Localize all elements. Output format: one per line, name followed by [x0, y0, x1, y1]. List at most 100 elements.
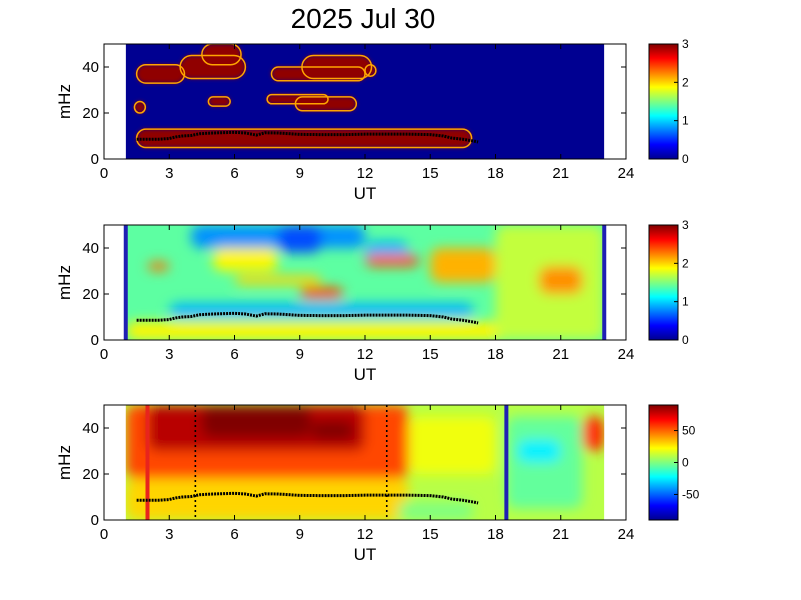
x-axis-label: UT: [354, 365, 377, 384]
y-tick-label: 20: [82, 286, 99, 303]
heatmap-region-edge: [135, 63, 186, 84]
y-tick-label: 0: [91, 151, 99, 168]
colorbar-tick-label: 2: [682, 256, 689, 270]
heatmap-region-edge: [207, 96, 231, 107]
y-tick-label: 40: [82, 240, 99, 257]
x-axis-label: UT: [354, 545, 377, 564]
colorbar-tick-label: 3: [682, 37, 689, 51]
y-tick-label: 20: [82, 105, 99, 122]
heatmap-region-edge: [201, 44, 242, 66]
heatmap-region: [408, 416, 496, 474]
frequency-trace: [136, 491, 479, 505]
colorbar-tick-label: 2: [682, 75, 689, 89]
heatmap-region: [212, 248, 278, 271]
heatmap-region: [299, 287, 344, 299]
heatmap-region-edge: [179, 54, 247, 80]
heatmap-region: [517, 439, 561, 463]
panel-3: 0 3 6 9 12 15 18 21 24 0 20 40 UT mHz 50 0 -50: [55, 404, 700, 564]
colorbar-tick-label: 0: [682, 333, 689, 347]
heatmap-region: [125, 321, 605, 340]
x-tick-label: 24: [618, 165, 635, 182]
y-tick-label: 40: [82, 59, 99, 76]
colorbar-scale: [648, 404, 679, 521]
heatmap-region-edge: [301, 54, 373, 80]
x-tick-label: 12: [357, 346, 374, 363]
heatmap-region: [180, 55, 246, 79]
x-tick-label: 21: [552, 526, 569, 543]
x-tick-label: 12: [357, 165, 374, 182]
spectrogram: [125, 225, 605, 340]
y-tick-label: 20: [82, 466, 99, 483]
x-tick-label: 15: [422, 526, 439, 543]
heatmap-region: [136, 64, 185, 84]
x-tick-label: 6: [230, 526, 238, 543]
x-tick-label: 12: [357, 526, 374, 543]
x-tick-label: 3: [165, 526, 173, 543]
x-tick-label: 21: [552, 165, 569, 182]
spectrogram: [125, 44, 605, 159]
frequency-trace: [136, 311, 479, 325]
x-tick-label: 18: [487, 165, 504, 182]
chart-title: 2025 Jul 30: [291, 3, 436, 34]
x-tick-label: 9: [296, 165, 304, 182]
heatmap-region: [234, 275, 322, 285]
y-tick-label: 0: [91, 332, 99, 349]
x-tick-label: 15: [422, 165, 439, 182]
colorbar-tick-label: 3: [682, 218, 689, 232]
x-tick-label: 21: [552, 346, 569, 363]
y-axis-label: mHz: [55, 445, 74, 480]
colorbar-scale: [648, 224, 679, 341]
heatmap-region-edge: [133, 100, 147, 114]
colorbar: 50 0 -50: [648, 404, 700, 521]
x-tick-label: 24: [618, 346, 635, 363]
heatmap-region-edge: [294, 96, 358, 112]
colorbar-tick-label: 1: [682, 295, 689, 309]
heatmap-region: [201, 405, 311, 438]
heatmap-region: [134, 101, 146, 113]
heatmap-region: [208, 96, 231, 107]
colorbar-tick-label: -50: [682, 487, 700, 501]
x-tick-label: 0: [100, 165, 108, 182]
x-tick-label: 6: [230, 346, 238, 363]
x-tick-label: 9: [296, 526, 304, 543]
x-tick-label: 0: [100, 346, 108, 363]
heatmap-region-edge: [270, 66, 366, 82]
colorbar: 0 1 2 3: [648, 218, 689, 347]
y-axis-label: mHz: [55, 84, 74, 119]
heatmap-region: [310, 421, 355, 440]
x-tick-label: 24: [618, 526, 635, 543]
x-axis-label: UT: [354, 184, 377, 203]
spectrogram: [125, 405, 605, 520]
x-tick-label: 0: [100, 526, 108, 543]
x-tick-label: 6: [230, 165, 238, 182]
heatmap-region-edge: [266, 93, 329, 105]
colorbar-scale: [648, 43, 679, 160]
heatmap-region-edge: [364, 63, 377, 77]
x-tick-label: 18: [487, 346, 504, 363]
heatmap-region: [582, 416, 605, 451]
frequency-trace: [136, 130, 479, 144]
heatmap-region: [147, 261, 170, 271]
y-tick-label: 0: [91, 512, 99, 529]
y-axis-label: mHz: [55, 265, 74, 300]
heatmap-region: [430, 248, 496, 283]
colorbar-tick-label: 0: [682, 152, 689, 166]
heatmap-region: [278, 225, 322, 253]
colorbar-tick-label: 50: [682, 424, 696, 438]
y-tick-label: 40: [82, 420, 99, 437]
heatmap-region: [365, 254, 420, 267]
x-tick-label: 9: [296, 346, 304, 363]
heatmap-region: [397, 501, 474, 520]
colorbar-tick-label: 1: [682, 114, 689, 128]
x-tick-label: 3: [165, 165, 173, 182]
x-tick-label: 15: [422, 346, 439, 363]
x-tick-label: 18: [487, 526, 504, 543]
heatmap-region: [539, 266, 583, 294]
colorbar: 0 1 2 3: [648, 37, 689, 166]
x-tick-label: 3: [165, 346, 173, 363]
heatmap-region: [136, 129, 472, 148]
colorbar-tick-label: 0: [682, 456, 689, 470]
